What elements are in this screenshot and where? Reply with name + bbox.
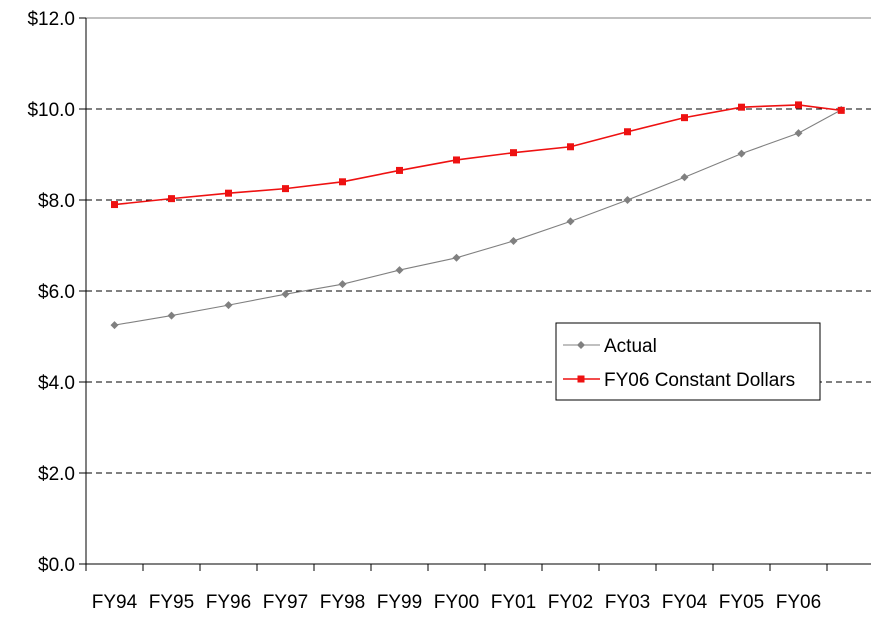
legend: Actual FY06 Constant Dollars [555, 322, 821, 401]
series-point [395, 266, 404, 275]
legend-marker [577, 341, 585, 349]
y-tick-label: $8.0 [38, 191, 75, 212]
y-tick-label: $6.0 [38, 282, 75, 303]
legend-box [555, 322, 821, 401]
series-point [738, 103, 745, 111]
series-point [510, 149, 517, 157]
series-point [282, 185, 289, 193]
series-point [795, 101, 802, 109]
series-point [168, 195, 175, 203]
series-point [225, 189, 232, 197]
y-tick-label: $10.0 [27, 100, 75, 121]
x-tick-label-fy06: FY06 [776, 592, 821, 613]
series-point [509, 236, 518, 245]
series-point [453, 156, 460, 164]
x-tick-label-fy00: FY00 [434, 592, 479, 613]
axes: $0.0 $2.0 $4.0 $6.0 $8.0 $10.0 $12.0 FY94 FY95 FY… [27, 9, 871, 613]
series-point [111, 201, 118, 209]
series-point [396, 166, 403, 174]
x-tick-label-fy98: FY98 [320, 592, 365, 613]
y-tick-label: $12.0 [27, 9, 75, 30]
legend-label: Actual [604, 336, 657, 357]
series-line-1 [114, 104, 842, 206]
x-tick-label-fy05: FY05 [719, 592, 764, 613]
x-tick-label-fy02: FY02 [548, 592, 593, 613]
series-point [837, 106, 845, 114]
series-point [338, 280, 347, 289]
series-point [224, 301, 233, 310]
series-line-0 [114, 109, 842, 326]
x-tick-label-fy99: FY99 [377, 592, 422, 613]
series-point [452, 253, 461, 262]
series-point [680, 173, 689, 182]
series-point [567, 143, 574, 151]
series-point [281, 290, 290, 299]
x-tick-label-fy96: FY96 [206, 592, 251, 613]
series-point [167, 311, 176, 320]
x-tick-label-fy04: FY04 [662, 592, 708, 613]
series-point [681, 114, 688, 122]
y-tick-label: $2.0 [38, 464, 75, 485]
y-tick-label: $0.0 [38, 555, 75, 576]
x-tick-label-fy01: FY01 [491, 592, 536, 613]
y-tick-label: $4.0 [38, 373, 75, 394]
series-layer [110, 101, 846, 330]
series-point [623, 196, 632, 204]
series-point [624, 128, 631, 136]
x-tick-label-fy94: FY94 [92, 592, 138, 613]
x-tick-label-fy95: FY95 [149, 592, 194, 613]
series-point [110, 321, 119, 330]
series-point [566, 217, 575, 226]
x-tick-label-fy97: FY97 [263, 592, 308, 613]
legend-marker [577, 375, 585, 383]
x-tick-label-fy03: FY03 [605, 592, 650, 613]
series-point [339, 178, 346, 186]
gridlines [86, 17, 871, 474]
legend-label: FY06 Constant Dollars [604, 370, 795, 391]
series-point [737, 149, 746, 158]
series-point [794, 129, 803, 138]
